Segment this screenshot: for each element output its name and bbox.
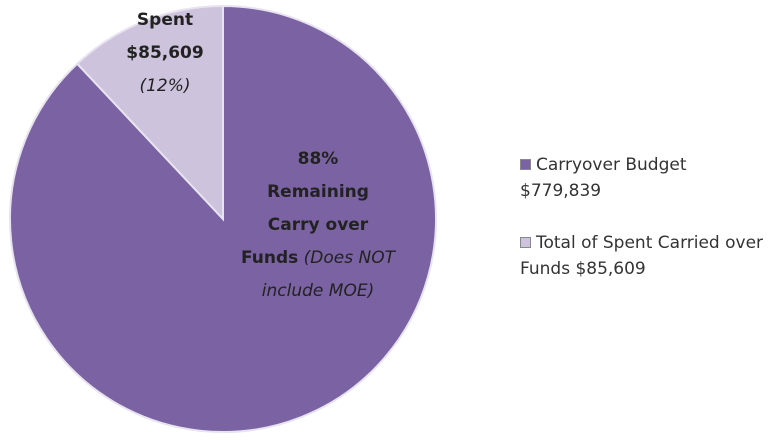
percent-label: 88% bbox=[297, 149, 339, 169]
legend-swatch bbox=[520, 237, 531, 248]
slice-title: Spent bbox=[136, 10, 194, 30]
slice-amount: $85,609 bbox=[126, 43, 204, 63]
pie-slice bbox=[75, 4, 224, 222]
slice-label: 88% Remaining Carry over Funds (Does NOT… bbox=[240, 143, 396, 308]
percent-label: (12%) bbox=[139, 76, 191, 96]
legend-entry: Carryover Budget $779,839 bbox=[520, 152, 700, 204]
slice-title: Remaining Carry over Funds bbox=[241, 182, 369, 268]
slice-note: (Does NOT include MOE) bbox=[261, 248, 395, 301]
legend-label: Carryover Budget $779,839 bbox=[520, 155, 687, 201]
slice-label: Spent $85,609 (12%) bbox=[105, 4, 225, 103]
legend-label: Total of Spent Carried over Funds $85,60… bbox=[520, 233, 764, 279]
legend-swatch bbox=[520, 159, 531, 170]
legend-entry: Total of Spent Carried over Funds $85,60… bbox=[520, 230, 776, 282]
